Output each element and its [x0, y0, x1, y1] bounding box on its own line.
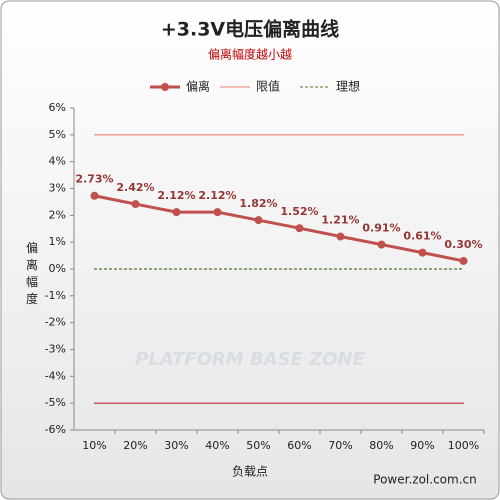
- data-label: 1.52%: [280, 205, 318, 218]
- x-tick-label: 70%: [328, 439, 352, 452]
- data-label: 2.73%: [75, 173, 113, 186]
- data-point: [254, 216, 263, 225]
- x-tick-label: 80%: [369, 439, 393, 452]
- data-point: [172, 208, 181, 217]
- x-tick-label: 60%: [287, 439, 311, 452]
- data-label: 1.82%: [239, 197, 277, 210]
- data-point: [459, 256, 468, 265]
- y-tick-label: -1%: [45, 289, 66, 302]
- y-tick-label: -2%: [45, 316, 66, 329]
- legend-marker: [161, 83, 169, 91]
- data-point: [90, 191, 99, 200]
- data-point: [377, 240, 386, 249]
- y-tick-label: 6%: [49, 101, 66, 114]
- x-tick-label: 50%: [246, 439, 270, 452]
- x-axis-label: 负载点: [232, 465, 268, 479]
- x-tick-label: 40%: [205, 439, 229, 452]
- y-tick-label: 5%: [49, 128, 66, 141]
- data-label: 2.42%: [116, 181, 154, 194]
- data-label: 2.12%: [198, 189, 236, 202]
- y-tick-label: -4%: [45, 369, 66, 382]
- data-label: 1.21%: [321, 214, 359, 227]
- data-point: [131, 200, 140, 209]
- y-tick-label: 1%: [49, 235, 66, 248]
- data-label: 2.12%: [157, 189, 195, 202]
- y-tick-label: 2%: [49, 208, 66, 221]
- x-tick-label: 20%: [123, 439, 147, 452]
- y-tick-label: 0%: [49, 262, 66, 275]
- legend-label: 理想: [336, 79, 360, 94]
- subtitle: 偏离幅度越小越: [208, 47, 292, 62]
- legend-label: 限值: [256, 79, 280, 94]
- chart-title: +3.3V电压偏离曲线: [161, 18, 339, 41]
- data-point: [418, 248, 427, 257]
- y-tick-label: -5%: [45, 396, 66, 409]
- y-tick-label: 3%: [49, 182, 66, 195]
- y-tick-label: 4%: [49, 155, 66, 168]
- y-axis-label: 偏离幅度: [26, 240, 38, 306]
- x-tick-label: 10%: [82, 439, 106, 452]
- data-label: 0.91%: [362, 222, 400, 235]
- data-point: [336, 232, 345, 241]
- x-tick-label: 90%: [410, 439, 434, 452]
- watermark: PLATFORM BASE ZONE: [135, 349, 365, 370]
- data-point: [213, 208, 222, 217]
- data-label: 0.61%: [403, 230, 441, 243]
- data-line: [94, 194, 464, 263]
- x-tick-label: 100%: [448, 439, 479, 452]
- source: Power.zol.com.cn: [373, 473, 476, 487]
- x-tick-label: 30%: [164, 439, 188, 452]
- y-tick-label: -3%: [45, 343, 66, 356]
- data-label: 0.30%: [444, 238, 482, 251]
- data-point: [295, 224, 304, 233]
- legend-label: 偏离: [186, 79, 210, 94]
- y-tick-label: -6%: [45, 423, 66, 436]
